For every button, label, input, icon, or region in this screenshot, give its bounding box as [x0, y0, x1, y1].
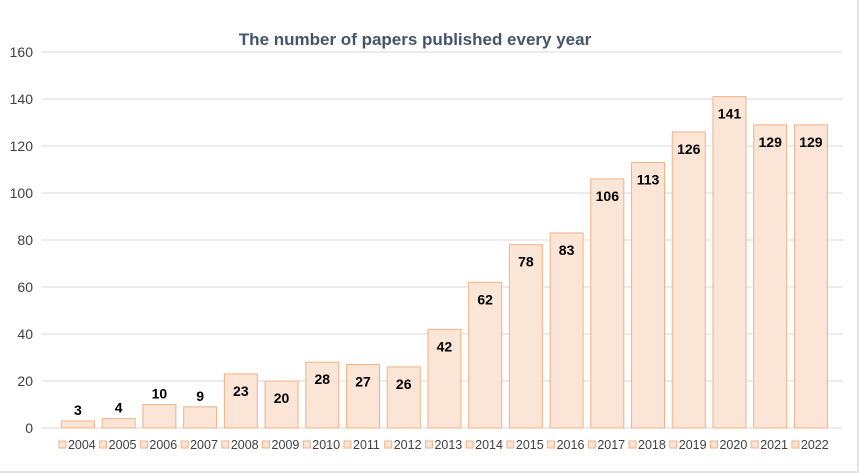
data-label: 3	[74, 402, 82, 418]
legend-swatch	[547, 440, 556, 449]
legend-label: 2011	[353, 438, 380, 452]
data-label: 129	[799, 134, 823, 150]
data-label: 83	[559, 242, 575, 258]
bar-2015	[508, 244, 543, 429]
bar-2005	[101, 418, 136, 429]
bar-2013	[427, 328, 462, 429]
legend-swatch	[262, 440, 271, 449]
legend-label: 2004	[68, 438, 96, 452]
data-label: 42	[437, 338, 453, 354]
bar-2020	[712, 96, 747, 429]
y-tick-label: 100	[10, 185, 34, 201]
legend-swatch	[424, 440, 433, 449]
y-tick-label: 0	[25, 420, 33, 436]
legend-label: 2007	[190, 438, 218, 452]
legend-swatch	[628, 440, 637, 449]
data-label: 23	[233, 383, 249, 399]
legend-label: 2014	[475, 438, 503, 452]
legend-swatch	[139, 440, 148, 449]
legend-label: 2008	[231, 438, 259, 452]
bar-2019	[671, 131, 706, 429]
legend-swatch	[384, 440, 393, 449]
legend-label: 2020	[719, 438, 747, 452]
bar-2008	[223, 373, 258, 429]
y-tick-label: 120	[10, 138, 34, 154]
legend-label: 2018	[638, 438, 666, 452]
y-tick-label: 60	[17, 279, 33, 295]
bar-2021	[753, 124, 788, 429]
legend-swatch	[180, 440, 189, 449]
y-tick-label: 140	[10, 91, 34, 107]
legend-label: 2012	[394, 438, 422, 452]
data-label: 20	[274, 390, 290, 406]
chart-title: The number of papers published every yea…	[238, 30, 592, 49]
bar-2006	[142, 404, 177, 429]
legend-swatch	[791, 440, 800, 449]
data-label: 129	[759, 134, 783, 150]
bar-2011	[346, 364, 380, 429]
legend-swatch	[587, 440, 596, 449]
bar-2010	[305, 361, 340, 429]
data-label: 106	[596, 188, 620, 204]
data-label: 4	[115, 400, 123, 416]
data-label: 126	[677, 141, 701, 157]
data-label: 28	[314, 371, 330, 387]
legend-swatch	[709, 440, 718, 449]
data-label: 26	[396, 376, 412, 392]
legend-swatch	[58, 440, 67, 449]
legend-label: 2005	[109, 438, 137, 452]
legend-label: 2006	[149, 438, 177, 452]
y-tick-label: 160	[10, 44, 34, 60]
legend-label: 2021	[760, 438, 788, 452]
bar-2009	[264, 380, 299, 429]
bar-2004	[60, 420, 95, 429]
y-tick-label: 40	[17, 326, 33, 342]
y-tick-label: 20	[17, 373, 33, 389]
bar-2017	[590, 178, 625, 429]
bar-2016	[549, 232, 584, 429]
data-label: 10	[152, 386, 168, 402]
legend-swatch	[302, 440, 311, 449]
data-label: 62	[477, 291, 493, 307]
legend-swatch	[221, 440, 230, 449]
bar-2014	[468, 281, 503, 429]
legend-label: 2017	[597, 438, 625, 452]
legend-swatch	[750, 440, 759, 449]
legend-label: 2016	[557, 438, 585, 452]
y-tick-label: 80	[17, 232, 33, 248]
data-label: 141	[718, 106, 742, 122]
legend-swatch	[465, 440, 474, 449]
data-label: 27	[355, 374, 371, 390]
legend-label: 2019	[679, 438, 707, 452]
legend-swatch	[669, 440, 678, 449]
legend-label: 2009	[272, 438, 300, 452]
legend-label: 2013	[434, 438, 462, 452]
legend-swatch	[506, 440, 515, 449]
bar-2007	[183, 406, 218, 429]
data-label: 113	[637, 171, 660, 187]
bar-2018	[631, 161, 666, 429]
data-label: 9	[196, 388, 204, 404]
bar-2022	[793, 124, 828, 429]
legend-label: 2010	[312, 438, 340, 452]
legend-swatch	[343, 440, 352, 449]
legend-label: 2022	[801, 438, 829, 452]
bar-2012	[386, 366, 421, 429]
legend-swatch	[99, 440, 108, 449]
data-label: 78	[518, 254, 534, 270]
legend-label: 2015	[516, 438, 544, 452]
